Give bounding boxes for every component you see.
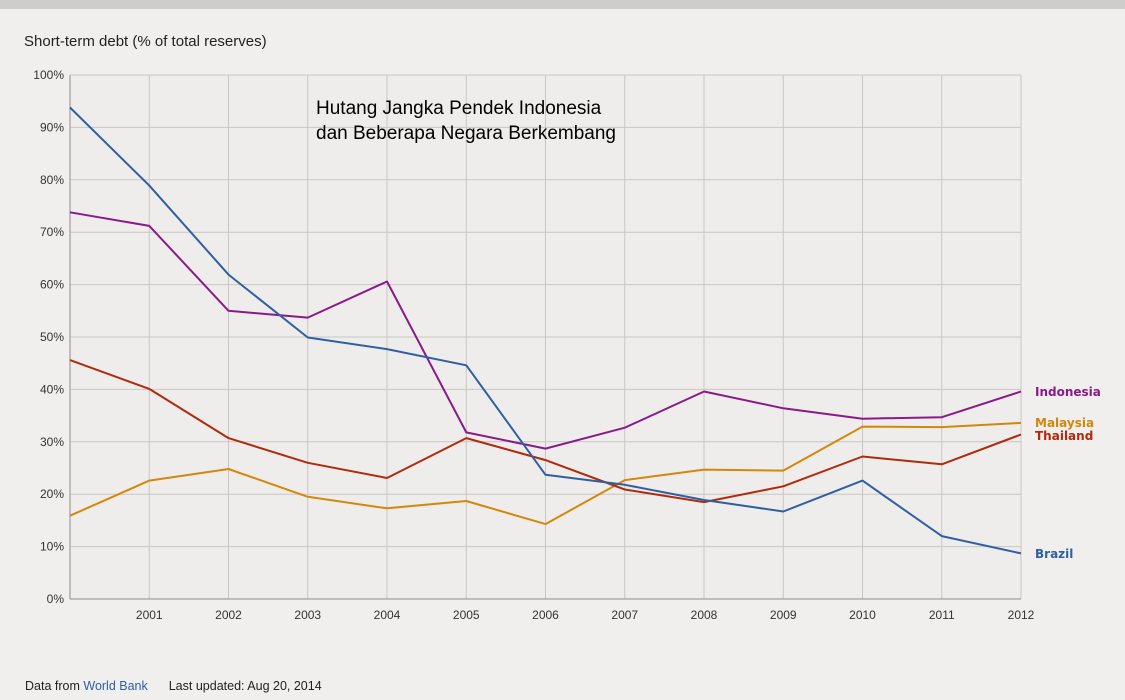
chart-title-line-2: dan Beberapa Negara Berkembang xyxy=(316,123,616,144)
x-tick-label: 2003 xyxy=(294,608,321,622)
series-label-brazil: Brazil xyxy=(1035,547,1073,561)
y-tick-label: 30% xyxy=(40,435,64,449)
x-tick-label: 2001 xyxy=(136,608,163,622)
y-tick-label: 50% xyxy=(40,330,64,344)
world-bank-link[interactable]: World Bank xyxy=(83,679,148,693)
series-line-thailand xyxy=(69,359,1022,504)
y-tick-label: 10% xyxy=(40,540,64,554)
series-label-indonesia: Indonesia xyxy=(1035,385,1101,399)
y-tick-label: 90% xyxy=(40,120,64,134)
series-label-thailand: Thailand xyxy=(1035,429,1093,443)
x-tick-label: 2008 xyxy=(691,608,718,622)
top-strip xyxy=(0,0,1125,9)
x-tick-label: 2006 xyxy=(532,608,559,622)
y-tick-label: 20% xyxy=(40,487,64,501)
x-tick-label: 2002 xyxy=(215,608,242,622)
x-tick-label: 2005 xyxy=(453,608,480,622)
chart-title: Hutang Jangka Pendek Indonesia dan Beber… xyxy=(316,96,616,146)
y-tick-label: 100% xyxy=(33,68,64,82)
x-tick-label: 2010 xyxy=(849,608,876,622)
y-axis-title: Short-term debt (% of total reserves) xyxy=(24,33,267,50)
x-tick-label: 2011 xyxy=(929,608,955,622)
x-tick-label: 2012 xyxy=(1008,608,1035,622)
y-tick-label: 60% xyxy=(40,278,64,292)
last-updated: Last updated: Aug 20, 2014 xyxy=(168,679,322,693)
series-line-indonesia xyxy=(69,211,1022,450)
footer: Data from World Bank Last updated: Aug 2… xyxy=(25,679,322,693)
y-tick-label: 80% xyxy=(40,173,64,187)
y-tick-label: 0% xyxy=(47,592,65,606)
series-line-malaysia xyxy=(69,421,1022,526)
y-tick-label: 40% xyxy=(40,382,64,396)
x-tick-label: 2004 xyxy=(374,608,401,622)
y-tick-label: 70% xyxy=(40,225,64,239)
x-tick-label: 2009 xyxy=(770,608,797,622)
series-label-malaysia: Malaysia xyxy=(1035,416,1094,430)
x-tick-label: 2007 xyxy=(611,608,638,622)
footer-prefix: Data from xyxy=(25,679,80,693)
series-line-brazil xyxy=(69,106,1022,555)
chart-title-line-1: Hutang Jangka Pendek Indonesia xyxy=(316,98,602,119)
